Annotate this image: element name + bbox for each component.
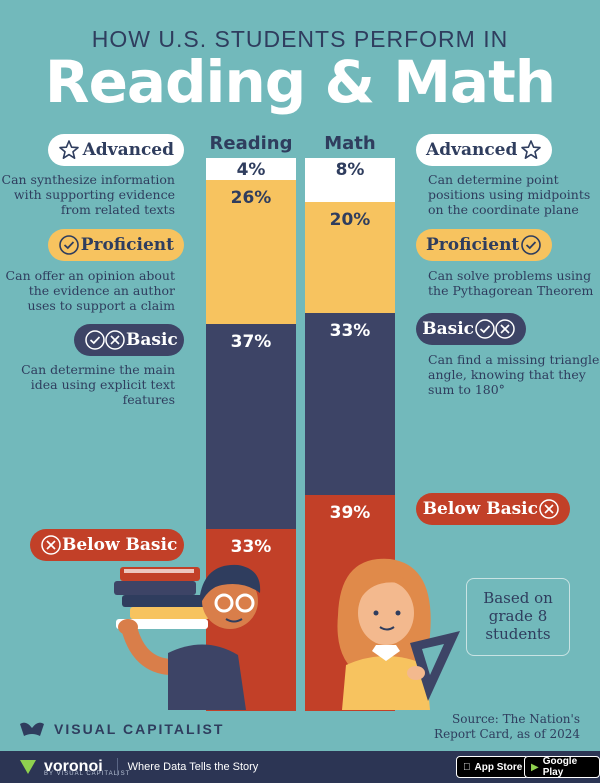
bar-segment-math-basic: 33% bbox=[305, 312, 395, 496]
math-advanced-desc: Can determine point positions using midp… bbox=[428, 172, 591, 217]
bar-value-label: 4% bbox=[236, 160, 266, 180]
bar-segment-math-proficient: 20% bbox=[305, 202, 395, 313]
math-proficient-desc: Can solve problems using the Pythagorean… bbox=[428, 268, 594, 298]
level-label: Basic bbox=[422, 319, 474, 339]
bar-value-label: 20% bbox=[329, 210, 371, 231]
x-circle-icon bbox=[40, 534, 62, 556]
bar-segment-reading-advanced: 4% bbox=[206, 158, 296, 181]
level-label: Advanced bbox=[426, 140, 518, 160]
footer-tagline: Where Data Tells the Story bbox=[127, 761, 259, 773]
check-x-icon bbox=[84, 329, 126, 351]
bar-segment-reading-proficient: 26% bbox=[206, 180, 296, 324]
page-title: Reading & Math bbox=[44, 48, 556, 116]
reading-basic-desc: Can determine the main idea using explic… bbox=[21, 362, 175, 407]
footer-brand-sub: BY VISUAL CAPITALIST bbox=[44, 771, 131, 777]
check-x-icon bbox=[474, 318, 516, 340]
apple-icon:  bbox=[463, 762, 471, 773]
bar-value-label: 37% bbox=[230, 331, 272, 352]
level-label: Proficient bbox=[80, 235, 174, 255]
math-basic-desc: Can find a missing triangle angle, knowi… bbox=[428, 352, 600, 397]
reading-proficient-pill: Proficient bbox=[48, 229, 184, 261]
math-proficient-pill: Proficient bbox=[416, 229, 552, 261]
source-line-1: Source: The Nation's bbox=[452, 712, 580, 726]
check-circle-icon bbox=[520, 234, 542, 256]
google-play-button[interactable]: ▶ Google Play bbox=[524, 756, 600, 778]
students-illustration bbox=[114, 558, 460, 710]
bar-value-label: 26% bbox=[230, 188, 272, 209]
star-icon bbox=[58, 139, 80, 161]
title-line-1: HOW U.S. STUDENTS PERFORM IN bbox=[91, 26, 509, 52]
source-note: Source: The Nation's Report Card, as of … bbox=[434, 712, 580, 742]
footer-divider bbox=[116, 758, 118, 776]
star-icon bbox=[520, 139, 542, 161]
footer-brand[interactable]: voronoi bbox=[44, 758, 103, 775]
reading-proficient-desc: Can offer an opinion about the evidence … bbox=[5, 268, 175, 313]
math-below-basic-pill: Below Basic bbox=[416, 493, 570, 525]
bar-value-label: 33% bbox=[230, 536, 272, 557]
level-label: Below Basic bbox=[422, 499, 538, 519]
bar-segment-reading-basic: 37% bbox=[206, 323, 296, 529]
level-label: Proficient bbox=[426, 235, 520, 255]
column-header-reading: Reading bbox=[209, 133, 293, 154]
voronoi-icon bbox=[20, 760, 36, 774]
note-box: Based on grade 8 students bbox=[466, 578, 570, 656]
logo-text: VISUAL CAPITALIST bbox=[54, 721, 225, 737]
bar-value-label: 39% bbox=[329, 503, 371, 524]
visual-capitalist-logo: VISUAL CAPITALIST bbox=[18, 720, 224, 738]
level-label: Advanced bbox=[82, 140, 174, 160]
bar-segment-math-advanced: 8% bbox=[305, 158, 395, 203]
column-header-math: Math bbox=[324, 133, 376, 154]
math-basic-pill: Basic bbox=[416, 313, 526, 345]
x-circle-icon bbox=[538, 498, 560, 520]
level-label: Below Basic bbox=[62, 535, 178, 555]
source-line-2: Report Card, as of 2024 bbox=[434, 727, 580, 741]
bar-value-label: 33% bbox=[329, 320, 371, 341]
check-circle-icon bbox=[58, 234, 80, 256]
reading-basic-pill: Basic bbox=[74, 324, 184, 356]
app-store-button[interactable]:  App Store bbox=[456, 756, 530, 778]
bar-value-label: 8% bbox=[335, 160, 365, 180]
reading-advanced-pill: Advanced bbox=[48, 134, 184, 166]
reading-below-basic-pill: Below Basic bbox=[30, 529, 184, 561]
footer-bar: voronoi BY VISUAL CAPITALIST Where Data … bbox=[0, 751, 600, 783]
play-icon: ▶ bbox=[531, 761, 539, 773]
level-label: Basic bbox=[126, 330, 178, 350]
math-advanced-pill: Advanced bbox=[416, 134, 552, 166]
vc-mark-icon bbox=[20, 722, 44, 736]
reading-advanced-desc: Can synthesize information with supporti… bbox=[1, 172, 176, 217]
